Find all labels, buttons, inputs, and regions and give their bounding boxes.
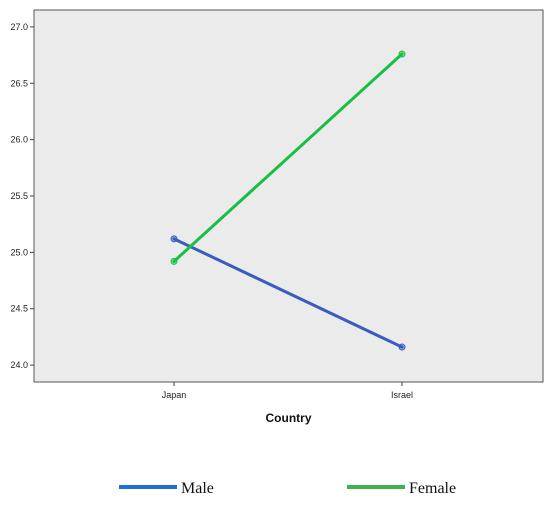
data-point-female xyxy=(398,50,406,58)
x-axis: Japan Israel xyxy=(162,382,413,400)
y-axis: 24.0 24.5 25.0 25.5 26.0 26.5 27.0 xyxy=(10,22,34,370)
y-tick-label: 26.5 xyxy=(10,78,28,88)
x-tick-label: Japan xyxy=(162,390,187,400)
y-tick-label: 26.0 xyxy=(10,135,28,145)
legend-label-female: Female xyxy=(409,480,456,497)
y-tick-label: 24.0 xyxy=(10,360,28,370)
y-tick-label: 25.5 xyxy=(10,191,28,201)
data-point-male xyxy=(170,235,178,243)
x-tick-label: Israel xyxy=(391,390,413,400)
y-tick-label: 24.5 xyxy=(10,304,28,314)
legend-label-male: Male xyxy=(181,480,214,497)
data-point-female xyxy=(170,257,178,265)
data-point-male xyxy=(398,343,406,351)
y-tick-label: 25.0 xyxy=(10,247,28,257)
series-line-female xyxy=(172,52,404,263)
x-axis-label: Country xyxy=(266,411,312,425)
legend: Male Female xyxy=(119,480,456,497)
y-tick-label: 27.0 xyxy=(10,22,28,32)
plot-area xyxy=(33,9,544,383)
series-line-male xyxy=(172,237,404,349)
series-layer xyxy=(170,50,406,351)
